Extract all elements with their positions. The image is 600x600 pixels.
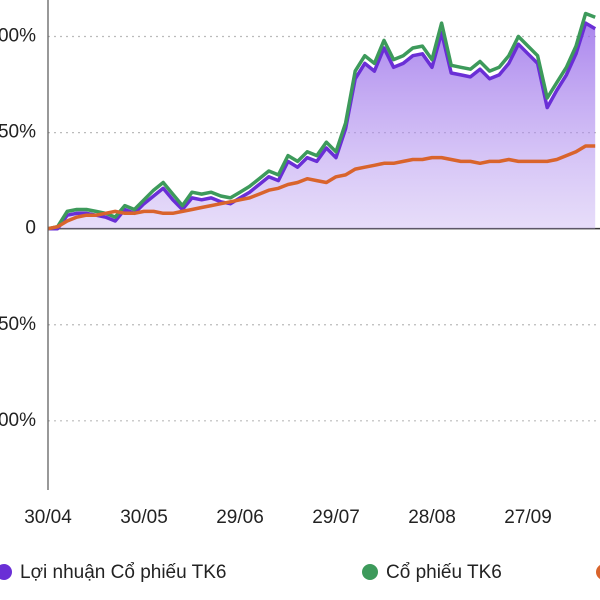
plot — [47, 11, 597, 231]
x-tick-label: 30/05 — [120, 507, 168, 528]
legend-dot — [0, 564, 12, 580]
x-tick-label: 28/08 — [408, 507, 456, 528]
y-tick-label: 0 — [25, 218, 36, 239]
y-tick-label: 50% — [0, 122, 36, 143]
legend-dot — [596, 565, 600, 579]
x-tick-label: 27/09 — [504, 507, 552, 528]
line — [48, 21, 597, 231]
line — [47, 11, 596, 231]
y-tick-label: -100% — [0, 410, 36, 431]
legend-label: Cổ phiếu TK6 — [386, 562, 502, 583]
x-tick-label: 29/07 — [312, 507, 360, 528]
line — [47, 144, 596, 231]
y-tick-label: -50% — [0, 314, 36, 335]
x-tick-label: 29/06 — [216, 507, 264, 528]
x-tick-label: 30/04 — [24, 507, 72, 528]
legend-label: Lợi nhuận Cổ phiếu TK6 — [20, 562, 226, 583]
legend-dot — [362, 564, 378, 580]
y-tick-label: 100% — [0, 26, 36, 47]
legend: Lợi nhuận Cổ phiếu TK6 Cổ phiếu TK6 — [0, 562, 600, 583]
